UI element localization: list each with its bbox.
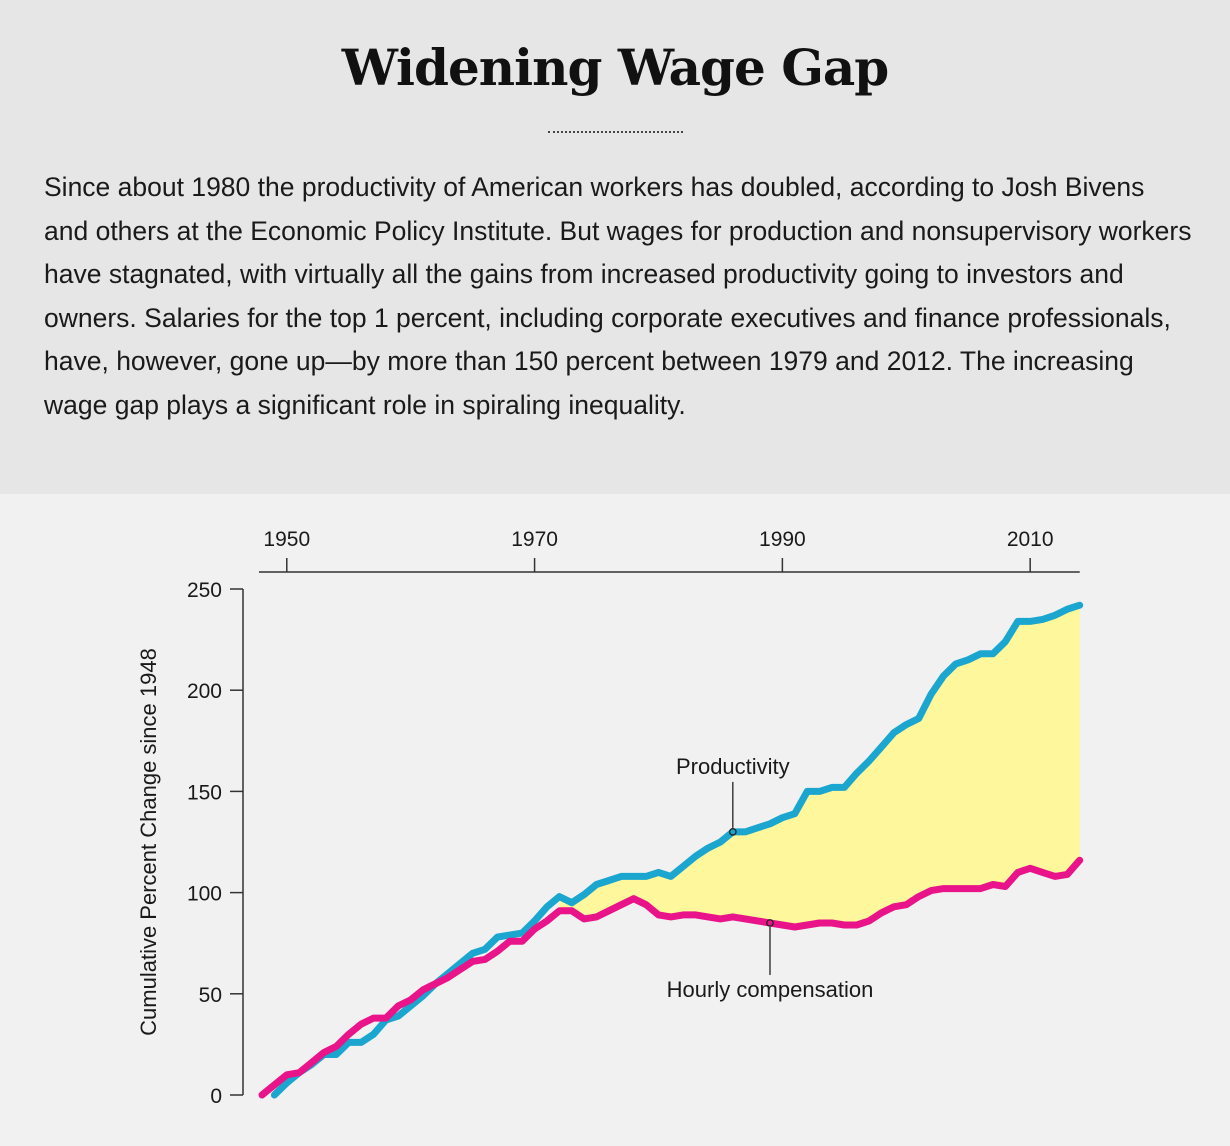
y-tick-label-200: 200 — [187, 680, 222, 703]
y-tick-label-50: 50 — [199, 984, 222, 1007]
x-tick-label-2010: 2010 — [1007, 528, 1054, 551]
series-lines — [258, 601, 1084, 1099]
page-title: Widening Wage Gap — [341, 38, 890, 97]
series-line-0 — [270, 601, 1084, 1099]
y-tick-label-100: 100 — [187, 883, 222, 906]
series-line-1 — [258, 856, 1084, 1099]
y-tick-label-0: 0 — [210, 1085, 222, 1108]
gap-area — [559, 605, 1080, 927]
y-axis-title: Cumulative Percent Change since 1948 — [136, 648, 161, 1036]
intro-paragraph: Since about 1980 the productivity of Ame… — [44, 172, 1192, 420]
annotation-label-0: Productivity — [676, 754, 790, 779]
wage-gap-chart: 1950 1970 1990 2010 0 50 100 150 200 250 Cumulativ… — [136, 528, 1084, 1108]
axes: 1950 1970 1990 2010 0 50 100 150 200 250 Cumulativ… — [136, 528, 1080, 1108]
x-tick-label-1990: 1990 — [759, 528, 806, 551]
x-tick-label-1950: 1950 — [263, 528, 310, 551]
annotation-marker-1 — [766, 919, 774, 927]
annotation-marker-0 — [728, 828, 737, 836]
y-tick-label-250: 250 — [187, 579, 222, 602]
y-tick-label-150: 150 — [187, 781, 222, 804]
annotation-label-1: Hourly compensation — [667, 977, 874, 1002]
title-divider — [548, 131, 683, 133]
gap-area-layer — [559, 605, 1080, 927]
header-band — [0, 0, 1230, 494]
x-tick-label-1970: 1970 — [511, 528, 558, 551]
annotations: Productivity Hourly compensation — [667, 754, 874, 1002]
